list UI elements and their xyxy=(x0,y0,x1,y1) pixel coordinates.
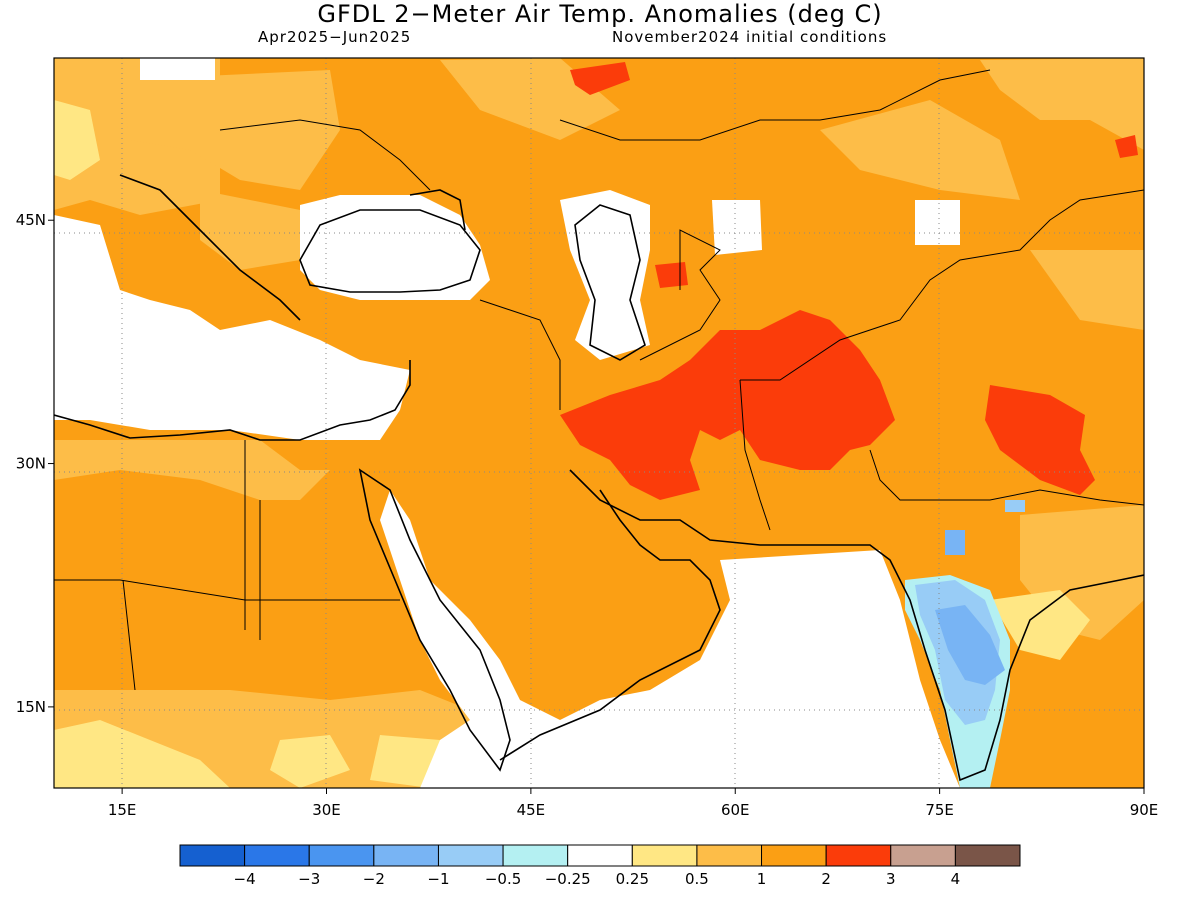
anomaly-region-0.5-1 xyxy=(200,190,300,270)
anomaly-region-neutral xyxy=(140,58,215,80)
lat-tick-label: 15N xyxy=(16,698,46,716)
anomaly-region-neg-1-2 xyxy=(935,605,1005,685)
colorbar-swatch xyxy=(373,844,439,867)
anomaly-region-0.25-0.5 xyxy=(370,735,440,788)
colorbar-swatch xyxy=(502,844,569,867)
country-borders xyxy=(54,69,1144,691)
anomaly-region-neg-0.5-1 xyxy=(1005,500,1025,512)
anomaly-region-2-3 xyxy=(560,310,895,500)
lon-tick-label: 60E xyxy=(721,801,750,819)
anomaly-region-0.5-1 xyxy=(1030,250,1144,330)
colorbar-swatch xyxy=(244,844,310,867)
colorbar-swatch xyxy=(890,844,956,867)
colorbar-swatch xyxy=(825,844,892,867)
anomaly-region-2-3 xyxy=(1115,135,1138,158)
colorbar-label: −0.5 xyxy=(485,870,521,888)
colorbar-label: −0.25 xyxy=(545,870,591,888)
colorbar-label: 0.5 xyxy=(685,870,709,888)
anomaly-region-0.25-0.5 xyxy=(990,590,1090,660)
colorbar-label: 1 xyxy=(757,870,767,888)
lon-tick-label: 15E xyxy=(108,801,137,819)
lat-tick-label: 45N xyxy=(16,211,46,229)
initial-conditions: November2024 initial conditions xyxy=(612,28,888,46)
colorbar-swatch xyxy=(696,844,763,867)
map-field xyxy=(54,58,1144,788)
lon-tick-label: 90E xyxy=(1130,801,1159,819)
anomaly-region-neutral xyxy=(915,200,960,245)
axis-labels: 15E 30E 45E 60E 75E 90E 45N 30N 15N xyxy=(16,211,1159,819)
anomaly-region-neutral xyxy=(300,195,490,300)
anomaly-region-neutral xyxy=(380,490,960,788)
colorbar: −4 −3 −2 −1 −0.5 −0.25 0.25 0.5 1 2 3 4 xyxy=(179,844,1021,888)
lon-tick-label: 75E xyxy=(925,801,954,819)
colorbar-swatch xyxy=(954,844,1021,867)
anomaly-region-neutral xyxy=(712,200,762,255)
map-title: GFDL 2−Meter Air Temp. Anomalies (deg C) xyxy=(317,0,883,28)
anomaly-region-0.25-0.5 xyxy=(54,100,100,180)
colorbar-label: −3 xyxy=(298,870,320,888)
anomaly-region-0.5-1 xyxy=(820,100,1020,200)
anomaly-region-neutral xyxy=(54,215,410,440)
anomaly-region-2-3 xyxy=(985,385,1095,495)
colorbar-label: 3 xyxy=(886,870,896,888)
lon-tick-label: 30E xyxy=(312,801,341,819)
colorbar-label: −1 xyxy=(427,870,449,888)
coastlines xyxy=(54,174,1144,782)
colorbar-swatch xyxy=(308,844,375,867)
anomaly-region-0.25-0.5 xyxy=(54,720,230,788)
lat-tick-label: 30N xyxy=(16,455,46,473)
anomaly-region-0.5-1 xyxy=(54,440,330,500)
anomaly-region-2-3 xyxy=(570,62,630,95)
anomaly-region-neutral xyxy=(560,190,650,360)
forecast-period: Apr2025−Jun2025 xyxy=(258,28,412,46)
colorbar-swatch xyxy=(567,844,633,867)
colorbar-swatch xyxy=(437,844,504,867)
colorbar-swatch xyxy=(631,844,698,867)
colorbar-swatch xyxy=(179,844,246,867)
anomaly-region-neg-1-2 xyxy=(945,530,965,555)
map-frame xyxy=(53,57,1145,789)
colorbar-label: 4 xyxy=(951,870,961,888)
anomaly-region-2-3 xyxy=(655,262,688,288)
anomaly-region-0.5-1 xyxy=(980,58,1144,150)
colorbar-label: 0.25 xyxy=(616,870,649,888)
colorbar-label: −2 xyxy=(363,870,385,888)
colorbar-label: −4 xyxy=(234,870,256,888)
colorbar-swatch xyxy=(761,844,827,867)
colorbar-label: 2 xyxy=(821,870,831,888)
anomaly-region-0.25-0.5 xyxy=(270,735,350,788)
anomaly-region-0.5-1 xyxy=(120,70,340,190)
lon-tick-label: 45E xyxy=(517,801,546,819)
